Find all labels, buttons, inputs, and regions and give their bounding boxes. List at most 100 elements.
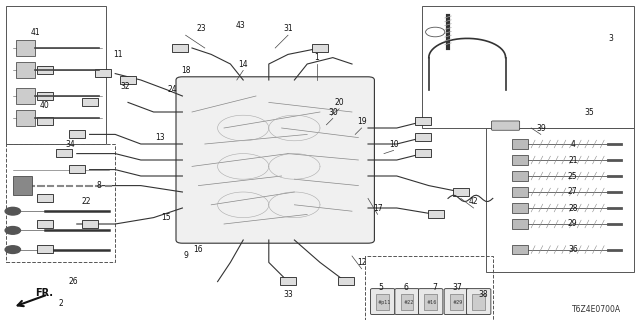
Text: 34: 34 xyxy=(65,140,76,148)
Text: #p11: #p11 xyxy=(377,300,391,305)
Text: 29: 29 xyxy=(568,220,578,228)
Bar xyxy=(365,256,493,320)
Text: 11: 11 xyxy=(114,50,123,59)
Bar xyxy=(6,144,115,262)
Bar xyxy=(6,6,106,144)
Bar xyxy=(450,294,463,310)
Bar xyxy=(486,128,634,272)
FancyBboxPatch shape xyxy=(395,289,419,315)
Bar xyxy=(82,220,98,228)
Bar xyxy=(37,194,53,202)
Bar xyxy=(512,171,528,181)
Text: 3: 3 xyxy=(609,34,614,43)
Bar xyxy=(376,294,389,310)
Text: 37: 37 xyxy=(452,284,463,292)
Bar xyxy=(16,40,35,56)
FancyBboxPatch shape xyxy=(371,289,395,315)
Text: 35: 35 xyxy=(584,108,594,116)
FancyBboxPatch shape xyxy=(444,289,468,315)
Text: 31: 31 xyxy=(283,24,293,33)
Text: 42: 42 xyxy=(468,197,479,206)
Bar xyxy=(512,139,528,149)
Text: 23: 23 xyxy=(196,24,207,33)
Text: 4: 4 xyxy=(570,140,575,148)
Bar xyxy=(120,76,136,84)
FancyBboxPatch shape xyxy=(467,289,491,315)
Text: 28: 28 xyxy=(568,204,577,212)
Text: 17: 17 xyxy=(372,204,383,212)
Text: 36: 36 xyxy=(568,245,578,254)
Bar xyxy=(13,176,32,195)
Bar xyxy=(422,6,634,128)
Text: 26: 26 xyxy=(68,277,79,286)
Text: 12: 12 xyxy=(357,258,366,267)
Text: 24: 24 xyxy=(168,85,178,94)
Text: 13: 13 xyxy=(155,133,165,142)
Text: T6Z4E0700A: T6Z4E0700A xyxy=(572,305,621,314)
Text: 21: 21 xyxy=(568,156,577,164)
Circle shape xyxy=(5,227,20,234)
Text: 25: 25 xyxy=(568,172,578,180)
Bar xyxy=(512,155,528,165)
Bar xyxy=(512,219,528,229)
Text: 1: 1 xyxy=(314,53,319,62)
Circle shape xyxy=(5,207,20,215)
Bar xyxy=(512,187,528,197)
Text: 7: 7 xyxy=(433,284,438,292)
Circle shape xyxy=(5,246,20,253)
Bar xyxy=(69,130,85,138)
Text: 43: 43 xyxy=(235,21,245,30)
Text: 41: 41 xyxy=(30,28,40,36)
Text: 39: 39 xyxy=(536,124,546,132)
Text: 9: 9 xyxy=(183,252,188,260)
Text: 20: 20 xyxy=(334,98,344,107)
Bar xyxy=(95,69,111,77)
Bar xyxy=(37,220,53,228)
Text: 2: 2 xyxy=(58,300,63,308)
Text: 19: 19 xyxy=(356,117,367,126)
Bar xyxy=(453,188,469,196)
Bar xyxy=(415,133,431,141)
Bar xyxy=(69,165,85,173)
Bar xyxy=(280,277,296,285)
Text: 10: 10 xyxy=(388,140,399,148)
Bar xyxy=(37,66,53,74)
Text: 18: 18 xyxy=(181,66,190,75)
Text: 27: 27 xyxy=(568,188,578,196)
Text: #16: #16 xyxy=(427,300,437,305)
Text: #22: #22 xyxy=(403,300,413,305)
Bar xyxy=(37,245,53,253)
Text: FR.: FR. xyxy=(35,288,53,298)
Text: 38: 38 xyxy=(478,290,488,299)
Bar xyxy=(415,149,431,157)
Bar xyxy=(472,294,485,310)
FancyBboxPatch shape xyxy=(176,77,374,243)
Bar xyxy=(512,245,528,254)
Text: 14: 14 xyxy=(238,60,248,68)
Bar xyxy=(428,210,444,218)
Bar xyxy=(56,149,72,157)
Bar xyxy=(16,62,35,78)
Bar xyxy=(82,98,98,106)
Bar xyxy=(424,294,437,310)
Text: 15: 15 xyxy=(161,213,172,222)
Bar xyxy=(312,44,328,52)
Text: 40: 40 xyxy=(40,101,50,110)
Bar xyxy=(415,117,431,125)
Bar xyxy=(172,44,188,52)
Bar xyxy=(512,203,528,213)
Text: 6: 6 xyxy=(404,284,409,292)
Text: 30: 30 xyxy=(328,108,338,116)
Text: 32: 32 xyxy=(120,82,130,91)
Text: 16: 16 xyxy=(193,245,204,254)
Bar xyxy=(37,117,53,125)
Bar xyxy=(16,110,35,126)
Text: 5: 5 xyxy=(378,284,383,292)
Text: 33: 33 xyxy=(283,290,293,299)
FancyBboxPatch shape xyxy=(419,289,443,315)
Text: 22: 22 xyxy=(82,197,91,206)
Text: #29: #29 xyxy=(452,300,463,305)
Bar xyxy=(401,294,413,310)
Bar xyxy=(37,92,53,100)
Bar xyxy=(338,277,354,285)
